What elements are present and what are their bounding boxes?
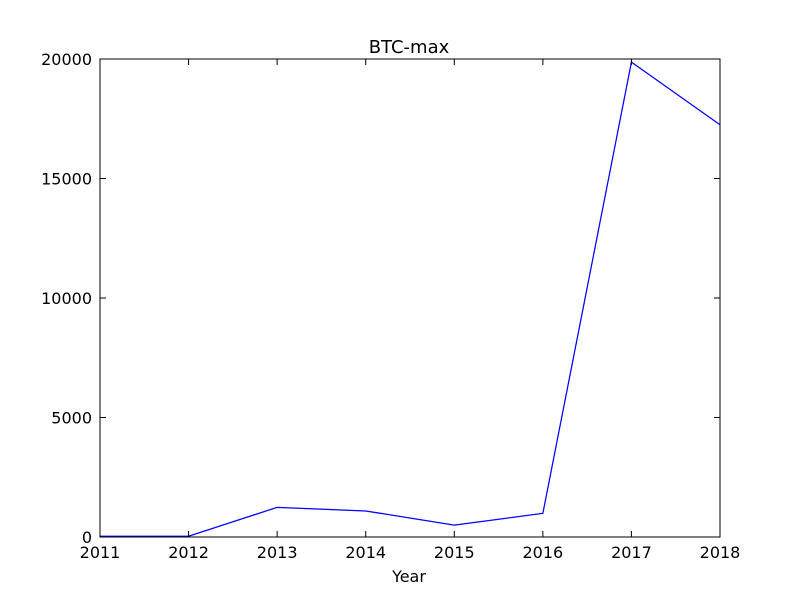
chart-title: BTC-max xyxy=(369,37,450,58)
x-tick-label-3: 2014 xyxy=(345,543,386,562)
x-tick-label-6: 2017 xyxy=(611,543,652,562)
y-tick-label-4: 20000 xyxy=(41,50,92,69)
x-tick-label-2: 2013 xyxy=(257,543,298,562)
x-tick-label-5: 2016 xyxy=(522,543,563,562)
x-tick-label-1: 2012 xyxy=(168,543,209,562)
y-tick-label-0: 0 xyxy=(82,528,92,547)
x-tick-label-7: 2018 xyxy=(700,543,741,562)
x-tick-label-4: 2015 xyxy=(434,543,475,562)
x-axis-label: Year xyxy=(391,567,426,586)
y-tick-label-1: 5000 xyxy=(51,409,92,428)
y-tick-label-3: 15000 xyxy=(41,170,92,189)
y-tick-label-2: 10000 xyxy=(41,289,92,308)
